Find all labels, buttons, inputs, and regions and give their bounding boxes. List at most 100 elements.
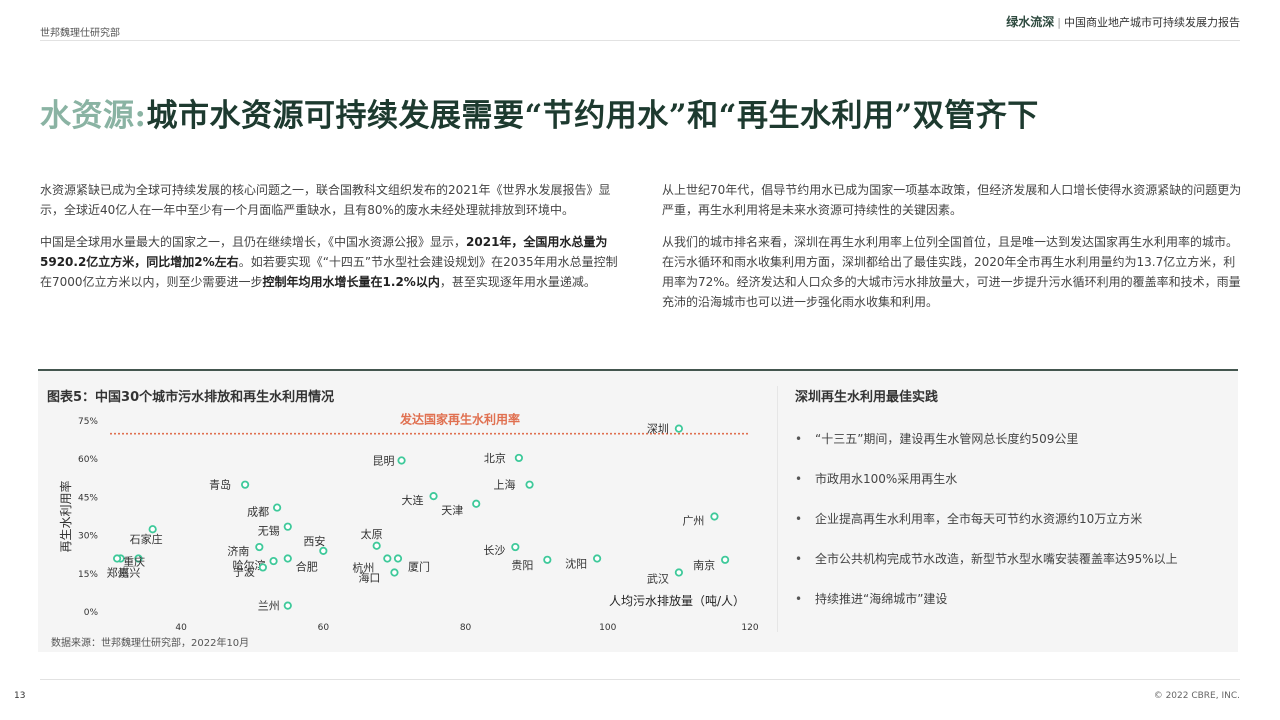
point-label: 成都 [247,506,269,519]
header-report-title: 绿水流深 | 中国商业地产城市可持续发展力报告 [1006,13,1240,30]
point-label: 宁波 [233,564,255,578]
bullet-icon: • [795,432,803,446]
right-paragraph-1: 从上世纪70年代，倡导节约用水已成为国家一项基本政策，但经济发展和人口增长使得水… [662,183,1242,217]
scatter-point-北京 [514,453,523,463]
scatter-point-西安 [319,546,328,555]
left-p2-text-c: ，甚至实现逐年用水量递减。 [439,275,596,289]
point-label: 郑州 [107,566,129,580]
brand-logo-text: 绿水流深 [1006,15,1055,29]
point-label: 济南 [227,544,249,558]
point-label: 长沙 [483,544,505,557]
point-label: 贵阳 [511,559,533,572]
title-prefix: 水资源: [40,98,147,134]
point-label: 石家庄 [130,532,163,546]
scatter-point-太原 [372,541,381,550]
y-tick-label: 75% [78,417,98,427]
page-title: 水资源:城市水资源可持续发展需要“节约用水”和“再生水利用”双管齐下 [40,90,1039,135]
header-divider [40,40,1240,41]
scatter-point-海口 [390,568,399,577]
point-label: 海口 [358,571,380,585]
scatter-point-成都 [273,503,282,512]
scatter-point-重庆 [113,554,122,563]
chart-title: 图表5：中国30个城市污水排放和再生水利用情况 [47,390,335,405]
point-label: 大连 [402,493,424,507]
left-p2-text-b: 。如若要实现《“十四五”节水型社会建设规划》在2035年用水总量控制在7000亿… [40,255,618,289]
point-label: 重庆 [123,555,145,569]
scatter-point-广州 [710,512,719,521]
right-text-column: 从上世纪70年代，倡导节约用水已成为国家一项基本政策，但经济发展和人口增长使得水… [662,180,1242,324]
scatter-point-上海 [525,480,534,489]
point-label: 沈阳 [565,557,587,571]
point-label: 南京 [693,558,715,572]
bullet-icon: • [795,512,803,526]
point-label: 西安 [303,534,325,548]
bullet-icon: • [795,552,803,566]
scatter-point-大连 [429,492,438,501]
left-paragraph-2: 中国是全球用水量最大的国家之一，且仍在继续增长，《中国水资源公报》显示，2021… [40,232,620,292]
point-label: 太原 [361,528,383,541]
chart-source: 数据来源：世邦魏理仕研究部，2022年10月 [51,638,250,649]
best-practice-list: • “十三五”期间，建设再生水管网总长度约509公里 • 市政用水100%采用再生水… [795,430,1178,630]
scatter-point-沈阳 [593,554,602,563]
x-tick-label: 120 [741,623,758,633]
y-axis-title: 再生水利用率 [58,480,73,552]
scatter-point-无锡 [283,522,292,531]
chart-panel [38,369,1238,652]
best-practice-item: • 企业提高再生水利用率，全市每天可节约水资源约10万立方米 [795,512,1143,526]
copyright: © 2022 CBRE, INC. [1153,691,1240,701]
bullet-icon: • [795,472,803,486]
scatter-point-天津 [472,499,481,508]
x-tick-label: 80 [460,623,472,633]
point-label: 青岛 [209,478,231,492]
point-label: 嘉兴 [118,566,140,580]
point-label: 昆明 [373,454,395,467]
best-practice-title: 深圳再生水利用最佳实践 [795,390,939,405]
panel-divider [777,386,778,632]
point-label: 合肥 [296,560,318,574]
point-label: 武汉 [647,573,669,586]
best-practice-item: • 持续推进“海绵城市”建设 [795,592,948,606]
best-practice-item: • 市政用水100%采用再生水 [795,472,958,486]
left-p2-bold-a: 2021年，全国用水总量为5920.2亿立方米，同比增加2%左右 [40,235,608,269]
scatter-point-南京 [721,555,730,564]
x-axis-title: 人均污水排放量（吨/人） [609,593,745,608]
point-label: 兰州 [258,600,280,613]
y-tick-label: 30% [78,532,98,542]
left-paragraph-1: 水资源紧缺已成为全球可持续发展的核心问题之一，联合国教科文组织发布的2021年《… [40,183,611,217]
left-p2-bold-b: 控制年均用水增长量在1.2%以内 [262,275,440,289]
bullet-icon: • [795,592,803,606]
page-number: 13 [14,691,26,701]
y-tick-label: 0% [84,608,99,618]
scatter-point-青岛 [241,480,250,489]
header-department: 世邦魏理仕研究部 [40,28,120,39]
scatter-point-宁波 [258,563,267,572]
scatter-chart: 再生水利用率 0% 15% 30% 45% 60% 75% 40 60 80 100 120 人均污水排… [58,412,759,633]
right-paragraph-2: 从我们的城市排名来看，深圳在再生水利用率上位列全国首位，且是唯一达到发达国家再生… [662,235,1241,309]
point-label: 杭州 [352,561,374,575]
scatter-point-兰州 [283,601,292,610]
scatter-point-杭州 [383,554,392,563]
reference-line-label: 发达国家再生水利用率 [399,412,520,427]
y-tick-label: 45% [78,493,98,503]
scatter-point-深圳 [674,424,683,433]
report-name: 中国商业地产城市可持续发展力报告 [1064,16,1240,29]
left-p2-text-a: 中国是全球用水量最大的国家之一，且仍在继续增长，《中国水资源公报》显示， [40,235,467,249]
scatter-point-贵阳 [543,555,552,564]
point-label: 北京 [484,451,506,465]
scatter-point-嘉兴 [134,554,143,563]
x-tick-label: 40 [175,623,187,633]
point-label: 天津 [441,504,463,517]
point-label: 厦门 [408,560,430,574]
title-main: 城市水资源可持续发展需要“节约用水”和“再生水利用”双管齐下 [146,98,1039,134]
y-tick-label: 60% [78,455,98,465]
y-tick-label: 15% [78,570,98,580]
scatter-point-武汉 [674,568,683,577]
header-separator: | [1057,16,1061,29]
point-label: 深圳 [647,423,669,436]
scatter-point-合肥 [283,554,292,563]
x-tick-label: 60 [318,623,330,633]
point-label: 上海 [494,478,516,492]
scatter-point-长沙 [511,542,520,552]
point-label: 哈尔滨 [233,558,266,572]
best-practice-item: • “十三五”期间，建设再生水管网总长度约509公里 [795,432,1079,446]
